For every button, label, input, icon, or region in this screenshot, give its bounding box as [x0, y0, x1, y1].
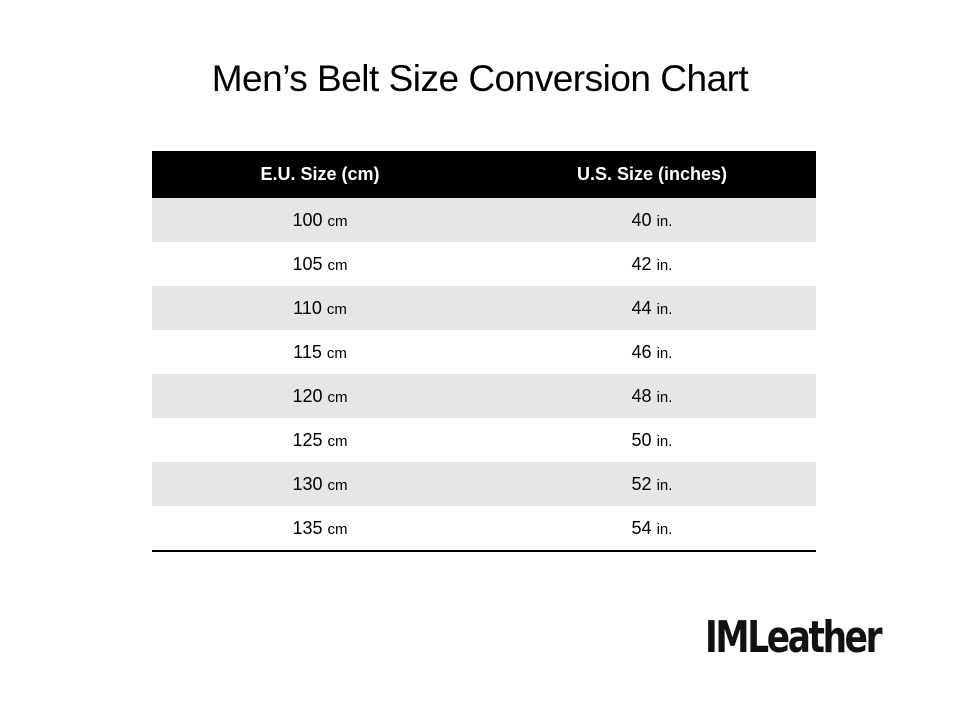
cell-unit: cm: [327, 520, 348, 538]
cell-unit: cm: [326, 344, 347, 362]
cell-number: 48: [631, 385, 652, 406]
table-body: 100 cm 40 in. 105 cm 42 in. 110 cm 44 in. 115 …: [152, 198, 816, 551]
cell-unit: in.: [656, 344, 673, 362]
table-cell: 54 in.: [488, 506, 816, 551]
table-row: 100 cm 40 in.: [152, 198, 816, 242]
table-cell: 105 cm: [152, 242, 488, 286]
cell-number: 42: [631, 253, 652, 274]
header-cell: E.U. Size (cm): [152, 151, 488, 198]
header-cell: U.S. Size (inches): [488, 151, 816, 198]
header-row: E.U. Size (cm) U.S. Size (inches): [152, 151, 816, 198]
table-cell: 48 in.: [488, 374, 816, 418]
table-row: 120 cm 48 in.: [152, 374, 816, 418]
table-cell: 120 cm: [152, 374, 488, 418]
cell-number: 110: [293, 297, 322, 318]
cell-number: 120: [292, 385, 323, 406]
cell-unit: in.: [656, 432, 673, 450]
cell-unit: cm: [327, 476, 348, 494]
cell-number: 100: [292, 209, 323, 230]
cell-unit: in.: [656, 388, 673, 406]
cell-number: 54: [631, 517, 652, 538]
size-table: E.U. Size (cm) U.S. Size (inches) 100 cm…: [152, 151, 816, 552]
table-cell: 100 cm: [152, 198, 488, 242]
table-row: 105 cm 42 in.: [152, 242, 816, 286]
cell-number: 46: [631, 341, 652, 362]
cell-unit: cm: [327, 388, 348, 406]
cell-unit: in.: [656, 520, 673, 538]
table-cell: 40 in.: [488, 198, 816, 242]
table-cell: 50 in.: [488, 418, 816, 462]
cell-unit: in.: [656, 256, 673, 274]
table-row: 115 cm 46 in.: [152, 330, 816, 374]
cell-number: 40: [631, 209, 652, 230]
cell-unit: in.: [656, 476, 673, 494]
cell-number: 130: [292, 473, 323, 494]
table-cell: 135 cm: [152, 506, 488, 551]
cell-unit: cm: [327, 256, 348, 274]
title: Men’s Belt Size Conversion Chart: [211, 58, 749, 99]
cell-unit: cm: [327, 212, 348, 230]
table-row: 125 cm 50 in.: [152, 418, 816, 462]
table-cell: 44 in.: [488, 286, 816, 330]
table-row: 110 cm 44 in.: [152, 286, 816, 330]
cell-unit: cm: [326, 300, 347, 318]
cell-number: 105: [292, 253, 323, 274]
table-cell: 130 cm: [152, 462, 488, 506]
cell-unit: in.: [656, 212, 673, 230]
table-cell: 115 cm: [152, 330, 488, 374]
table-head: E.U. Size (cm) U.S. Size (inches): [152, 151, 816, 198]
table-row: 130 cm 52 in.: [152, 462, 816, 506]
table-cell: 46 in.: [488, 330, 816, 374]
cell-number: 52: [631, 473, 652, 494]
cell-unit: in.: [656, 300, 673, 318]
cell-number: 135: [292, 517, 323, 538]
table-cell: 42 in.: [488, 242, 816, 286]
cell-unit: cm: [327, 432, 348, 450]
table-row: 135 cm 54 in.: [152, 506, 816, 551]
cell-number: 125: [292, 429, 323, 450]
logo: IMLeather: [705, 612, 883, 663]
table-cell: 125 cm: [152, 418, 488, 462]
cell-number: 50: [631, 429, 652, 450]
cell-number: 115: [293, 341, 322, 362]
cell-number: 44: [631, 297, 652, 318]
table-cell: 110 cm: [152, 286, 488, 330]
table-cell: 52 in.: [488, 462, 816, 506]
